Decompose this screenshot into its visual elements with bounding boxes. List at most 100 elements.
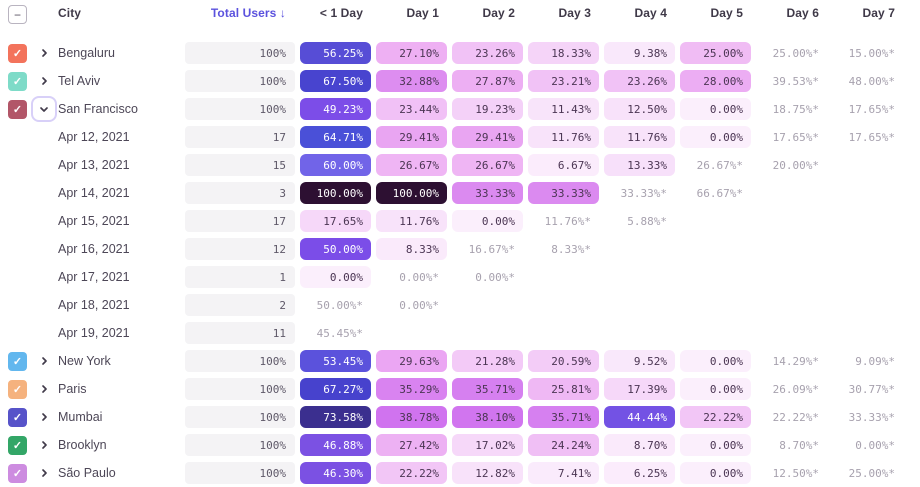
retention-cell[interactable]: 27.87% [452,70,523,92]
retention-cell[interactable]: 73.58% [300,406,371,428]
retention-value-estimated[interactable]: 0.00%* [399,298,439,312]
retention-cell[interactable]: 60.00% [300,154,371,176]
retention-value-estimated[interactable]: 15.00%* [848,46,895,60]
expand-chevron-right-icon[interactable] [40,384,49,394]
retention-cell[interactable]: 56.25% [300,42,371,64]
column-header-day-6[interactable]: Day 6 [786,6,819,20]
retention-cell[interactable]: 26.67% [376,154,447,176]
row-checkbox[interactable]: ✓ [8,351,27,371]
retention-cell[interactable]: 25.00% [680,42,751,64]
retention-value-estimated[interactable]: 25.00%* [772,46,819,60]
retention-cell[interactable]: 0.00% [680,126,751,148]
retention-cell[interactable]: 11.76% [528,126,599,148]
column-header-day-3[interactable]: Day 3 [558,6,591,20]
retention-cell[interactable]: 18.33% [528,42,599,64]
retention-value-estimated[interactable]: 18.75%* [772,102,819,116]
retention-cell[interactable]: 50.00% [300,238,371,260]
retention-value-estimated[interactable]: 25.00%* [848,466,895,480]
retention-cell[interactable]: 100.00% [376,182,447,204]
retention-value-estimated[interactable]: 45.45%* [316,326,363,340]
retention-cell[interactable]: 64.71% [300,126,371,148]
retention-cell[interactable]: 0.00% [452,210,523,232]
retention-cell[interactable]: 33.33% [528,182,599,204]
retention-cell[interactable]: 0.00% [300,266,371,288]
retention-cell[interactable]: 0.00% [680,98,751,120]
retention-cell[interactable]: 28.00% [680,70,751,92]
retention-cell[interactable]: 17.65% [300,210,371,232]
retention-cell[interactable]: 9.52% [604,350,675,372]
retention-cell[interactable]: 8.33% [376,238,447,260]
retention-cell[interactable]: 27.42% [376,434,447,456]
retention-cell[interactable]: 25.81% [528,378,599,400]
retention-cell[interactable]: 67.27% [300,378,371,400]
column-header-day-4[interactable]: Day 4 [634,6,667,20]
column-header-day-1[interactable]: Day 1 [406,6,439,20]
retention-value-estimated[interactable]: 0.00%* [399,270,439,284]
retention-cell[interactable]: 38.78% [376,406,447,428]
retention-value-estimated[interactable]: 33.33%* [620,186,667,200]
expand-chevron-right-icon[interactable] [40,468,49,478]
retention-value-estimated[interactable]: 17.65%* [848,130,895,144]
retention-cell[interactable]: 49.23% [300,98,371,120]
expand-chevron-right-icon[interactable] [40,440,49,450]
retention-value-estimated[interactable]: 0.00%* [475,270,515,284]
retention-value-estimated[interactable]: 66.67%* [696,186,743,200]
retention-value-estimated[interactable]: 20.00%* [772,158,819,172]
retention-cell[interactable]: 35.29% [376,378,447,400]
expand-chevron-right-icon[interactable] [40,412,49,422]
retention-cell[interactable]: 6.25% [604,462,675,484]
retention-cell[interactable]: 29.41% [452,126,523,148]
retention-cell[interactable]: 22.22% [376,462,447,484]
retention-cell[interactable]: 100.00% [300,182,371,204]
retention-cell[interactable]: 23.21% [528,70,599,92]
retention-cell[interactable]: 23.26% [604,70,675,92]
retention-cell[interactable]: 11.76% [604,126,675,148]
retention-cell[interactable]: 29.41% [376,126,447,148]
expand-chevron-right-icon[interactable] [40,48,49,58]
retention-value-estimated[interactable]: 11.76%* [544,214,591,228]
retention-cell[interactable]: 7.41% [528,462,599,484]
retention-cell[interactable]: 0.00% [680,434,751,456]
retention-cell[interactable]: 11.76% [376,210,447,232]
retention-value-estimated[interactable]: 14.29%* [772,354,819,368]
retention-cell[interactable]: 12.50% [604,98,675,120]
retention-value-estimated[interactable]: 50.00%* [316,298,363,312]
retention-cell[interactable]: 0.00% [680,462,751,484]
retention-cell[interactable]: 17.02% [452,434,523,456]
retention-cell[interactable]: 9.38% [604,42,675,64]
column-header-day-7[interactable]: Day 7 [862,6,895,20]
row-checkbox[interactable]: ✓ [8,379,27,399]
retention-value-estimated[interactable]: 8.33%* [551,242,591,256]
retention-value-estimated[interactable]: 33.33%* [848,410,895,424]
retention-cell[interactable]: 8.70% [604,434,675,456]
retention-cell[interactable]: 20.59% [528,350,599,372]
retention-cell[interactable]: 38.10% [452,406,523,428]
retention-cell[interactable]: 19.23% [452,98,523,120]
row-checkbox[interactable]: ✓ [8,99,27,119]
expand-chevron-right-icon[interactable] [40,76,49,86]
retention-cell[interactable]: 44.44% [604,406,675,428]
expand-chevron-right-icon[interactable] [40,356,49,366]
retention-value-estimated[interactable]: 30.77%* [848,382,895,396]
retention-value-estimated[interactable]: 9.09%* [855,354,895,368]
retention-cell[interactable]: 53.45% [300,350,371,372]
column-header-total-users[interactable]: Total Users ↓ [185,3,295,23]
row-checkbox[interactable]: ✓ [8,407,27,427]
retention-cell[interactable]: 24.24% [528,434,599,456]
retention-cell[interactable]: 23.44% [376,98,447,120]
retention-cell[interactable]: 35.71% [452,378,523,400]
collapse-chevron-down-icon[interactable] [31,96,57,122]
retention-cell[interactable]: 6.67% [528,154,599,176]
retention-cell[interactable]: 22.22% [680,406,751,428]
retention-value-estimated[interactable]: 48.00%* [848,74,895,88]
retention-cell[interactable]: 32.88% [376,70,447,92]
retention-cell[interactable]: 21.28% [452,350,523,372]
select-all-checkbox[interactable]: − [8,5,27,24]
retention-value-estimated[interactable]: 17.65%* [772,130,819,144]
retention-value-estimated[interactable]: 17.65%* [848,102,895,116]
retention-cell[interactable]: 23.26% [452,42,523,64]
row-checkbox[interactable]: ✓ [8,435,27,455]
retention-cell[interactable]: 35.71% [528,406,599,428]
retention-value-estimated[interactable]: 22.22%* [772,410,819,424]
retention-cell[interactable]: 0.00% [680,350,751,372]
